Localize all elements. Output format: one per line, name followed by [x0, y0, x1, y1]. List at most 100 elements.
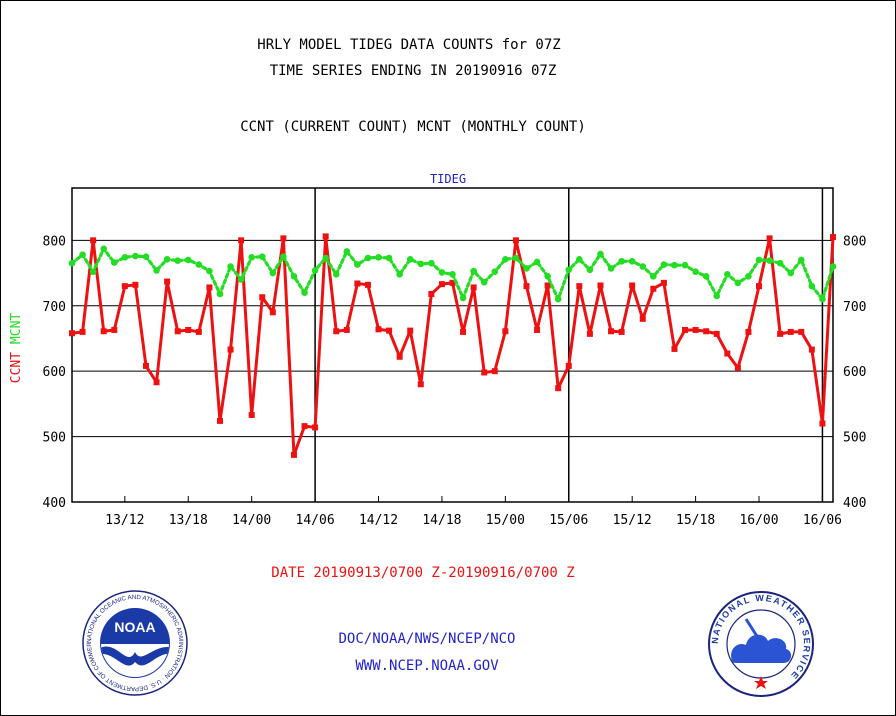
- data-point-ccnt: [544, 282, 551, 289]
- data-point-ccnt: [375, 326, 382, 333]
- data-point-ccnt: [153, 379, 160, 386]
- chart-subtitle: CCNT (CURRENT COUNT) MCNT (MONTHLY COUNT…: [240, 119, 586, 135]
- data-point-mcnt: [132, 252, 139, 260]
- data-point-ccnt: [491, 368, 498, 375]
- nws-logo: NATIONAL WEATHER SERVICE: [708, 591, 814, 697]
- data-point-mcnt: [808, 282, 816, 290]
- x-tick-label: 14/12: [359, 513, 398, 528]
- data-point-ccnt: [512, 237, 519, 244]
- y-axis-label-part: MCNT: [9, 313, 24, 352]
- date-range: DATE 20190913/0700 Z-20190916/0700 Z: [271, 565, 575, 581]
- data-point-ccnt: [713, 330, 720, 337]
- data-point-mcnt: [523, 265, 530, 272]
- data-point-ccnt: [449, 279, 456, 286]
- data-point-mcnt: [671, 261, 678, 269]
- y-tick-label-right: 500: [843, 431, 866, 446]
- data-point-mcnt: [290, 273, 298, 280]
- data-point-ccnt: [597, 282, 604, 289]
- data-point-mcnt: [449, 271, 456, 278]
- data-point-ccnt: [787, 328, 794, 335]
- data-point-ccnt: [830, 234, 836, 241]
- data-point-ccnt: [650, 285, 657, 292]
- data-point-ccnt: [269, 309, 276, 316]
- data-point-mcnt: [216, 290, 224, 298]
- data-point-mcnt: [724, 271, 731, 278]
- data-point-mcnt: [480, 278, 488, 286]
- data-point-mcnt: [301, 289, 308, 296]
- data-point-mcnt: [819, 295, 826, 303]
- data-point-mcnt: [269, 269, 277, 277]
- data-point-mcnt: [332, 271, 340, 278]
- data-point-mcnt: [766, 257, 773, 264]
- x-tick-label: 13/18: [169, 513, 208, 528]
- data-point-mcnt: [163, 256, 171, 263]
- data-point-ccnt: [259, 294, 266, 301]
- data-point-mcnt: [692, 268, 699, 276]
- data-point-mcnt: [650, 273, 657, 280]
- data-point-ccnt: [586, 330, 593, 337]
- y-tick-label-left: 600: [43, 365, 66, 380]
- data-point-mcnt: [745, 273, 752, 280]
- y-axis-label: CCNT MCNT: [9, 313, 24, 384]
- data-point-mcnt: [470, 267, 477, 275]
- data-point-mcnt: [797, 256, 805, 264]
- data-point-mcnt: [628, 257, 636, 265]
- data-point-mcnt: [406, 256, 414, 263]
- data-point-ccnt: [629, 282, 636, 289]
- y-tick-label-left: 400: [43, 496, 66, 511]
- data-point-ccnt: [333, 328, 340, 335]
- chart: 400 400 500 500 600 600 700 700 800 800 13/12 13/18…: [9, 187, 866, 528]
- data-point-mcnt: [428, 259, 435, 267]
- y-axis-label-part: CCNT: [9, 352, 24, 383]
- panel-title: TIDEG: [429, 172, 467, 186]
- data-point-mcnt: [385, 254, 393, 262]
- data-point-ccnt: [396, 353, 403, 360]
- data-point-ccnt: [565, 362, 572, 369]
- x-tick-label: 15/00: [486, 513, 525, 528]
- data-point-ccnt: [132, 281, 139, 288]
- x-tick-label: 16/00: [739, 513, 778, 528]
- data-point-ccnt: [428, 290, 435, 297]
- data-point-mcnt: [829, 263, 837, 270]
- data-point-ccnt: [481, 369, 488, 376]
- data-point-mcnt: [512, 254, 520, 262]
- data-point-mcnt: [639, 263, 647, 270]
- data-point-mcnt: [280, 253, 287, 260]
- data-point-mcnt: [607, 265, 615, 272]
- data-point-ccnt: [502, 328, 509, 335]
- data-point-mcnt: [576, 256, 583, 263]
- data-point-ccnt: [216, 417, 223, 424]
- y-tick-label-right: 700: [843, 300, 866, 315]
- x-tick-label: 15/12: [613, 513, 652, 528]
- data-point-ccnt: [523, 283, 530, 290]
- data-point-ccnt: [79, 328, 86, 335]
- data-point-mcnt: [681, 261, 689, 269]
- data-point-ccnt: [407, 327, 414, 334]
- data-point-mcnt: [734, 279, 742, 287]
- data-point-ccnt: [555, 385, 562, 392]
- noaa-logo-text: NOAA: [114, 619, 155, 635]
- data-point-mcnt: [375, 254, 382, 261]
- data-point-ccnt: [206, 284, 213, 291]
- x-tick-label: 15/18: [676, 513, 715, 528]
- data-point-ccnt: [280, 235, 287, 242]
- data-point-ccnt: [227, 346, 234, 353]
- data-point-mcnt: [565, 266, 573, 274]
- data-point-ccnt: [671, 345, 678, 352]
- data-point-mcnt: [343, 248, 351, 255]
- data-point-ccnt: [470, 284, 477, 291]
- data-point-ccnt: [354, 280, 361, 287]
- data-point-ccnt: [576, 283, 583, 290]
- data-point-ccnt: [798, 328, 805, 335]
- data-point-ccnt: [195, 328, 202, 335]
- data-point-mcnt: [79, 251, 86, 259]
- data-point-ccnt: [185, 326, 192, 333]
- data-point-mcnt: [364, 254, 372, 262]
- data-point-mcnt: [206, 267, 213, 275]
- data-point-ccnt: [734, 364, 741, 371]
- data-point-mcnt: [660, 261, 668, 268]
- x-tick-label: 14/06: [296, 513, 335, 528]
- data-point-mcnt: [533, 258, 541, 266]
- data-point-ccnt: [69, 330, 75, 337]
